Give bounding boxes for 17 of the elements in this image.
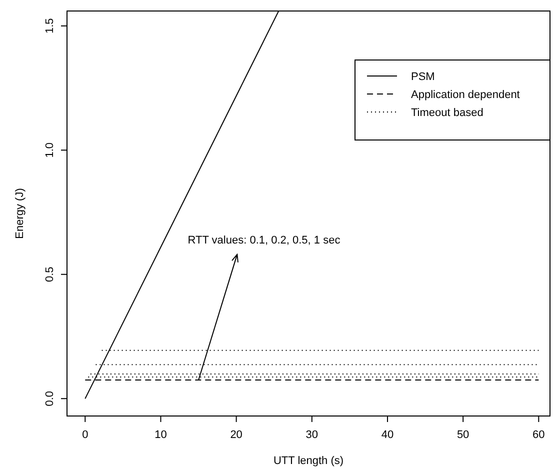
x-axis-title: UTT length (s) <box>273 455 344 467</box>
y-tick-label: 0.0 <box>44 390 56 406</box>
legend-label: Timeout based <box>411 107 484 119</box>
annotation: RTT values: 0.1, 0.2, 0.5, 1 sec <box>188 234 341 246</box>
y-tick-label: 0.5 <box>44 266 56 282</box>
x-tick-label: 20 <box>230 429 242 441</box>
x-tick-label: 50 <box>456 429 470 441</box>
x-tick-label: 10 <box>154 429 167 441</box>
y-axis-title: Energy (J) <box>14 188 26 239</box>
legend-label: Application dependent <box>411 89 520 101</box>
y-tick-label: 1.0 <box>44 142 56 158</box>
x-tick-label: 30 <box>306 429 318 441</box>
legend-label: PSM <box>411 71 435 83</box>
x-tick-label: 40 <box>381 429 394 441</box>
y-tick-label: 1.5 <box>44 18 56 34</box>
x-tick-label: 0 <box>82 429 88 441</box>
x-tick-label: 60 <box>532 429 545 441</box>
